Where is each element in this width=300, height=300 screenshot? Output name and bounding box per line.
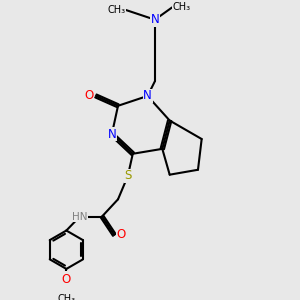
Text: S: S [124,169,131,182]
Text: N: N [143,89,152,103]
Text: O: O [62,274,71,286]
Text: N: N [107,128,116,141]
Text: N: N [151,13,159,26]
Text: CH₃: CH₃ [173,2,191,12]
Text: O: O [117,229,126,242]
Text: CH₃: CH₃ [57,294,75,300]
Text: CH₃: CH₃ [108,5,126,15]
Text: O: O [84,89,94,103]
Text: HN: HN [72,212,88,221]
